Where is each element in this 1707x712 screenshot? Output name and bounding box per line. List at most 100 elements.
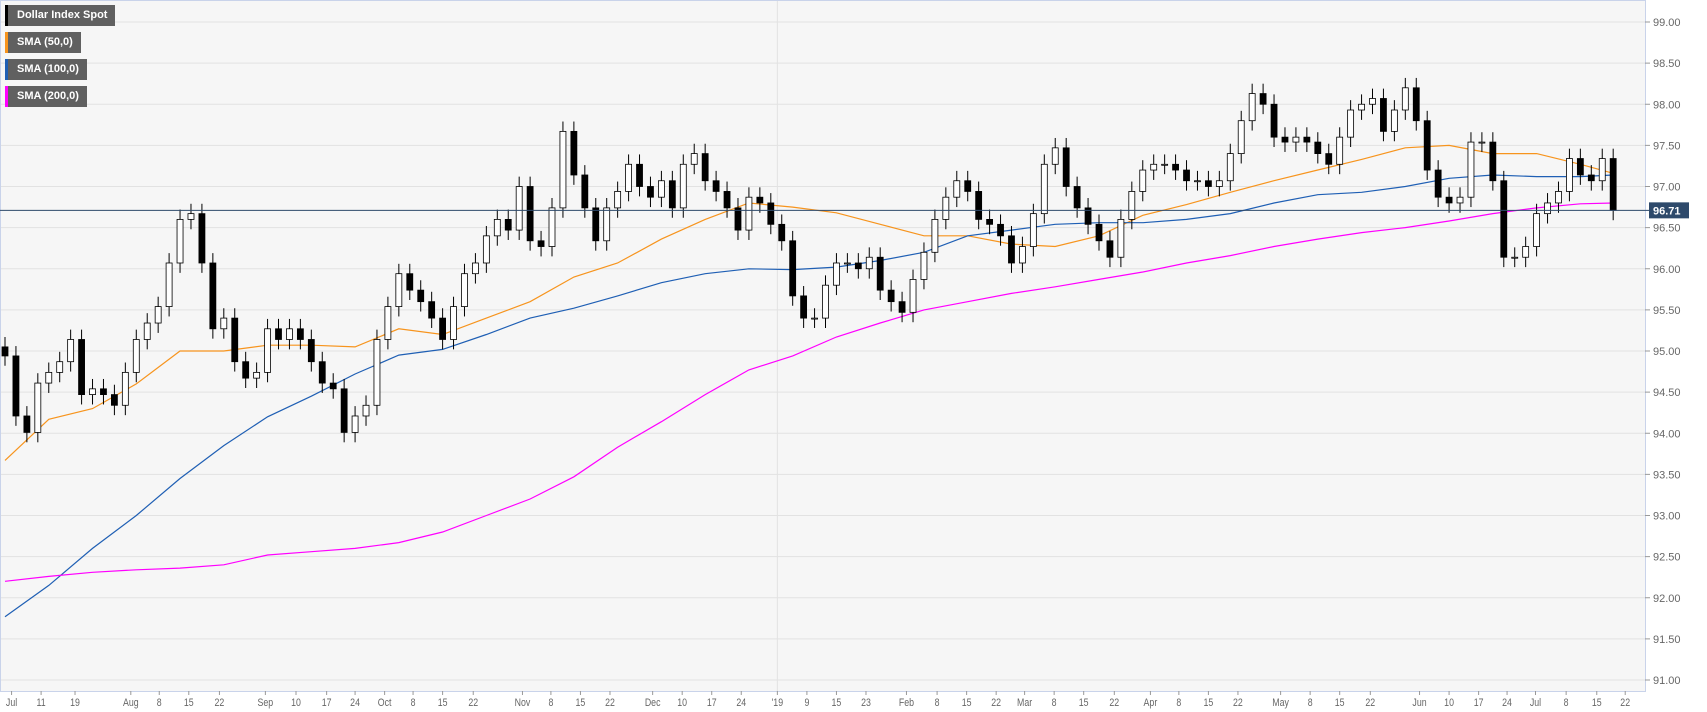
candle-body-down [1445, 196, 1453, 204]
legend-item-sma50[interactable]: SMA (50,0) [5, 32, 81, 53]
candle [89, 378, 96, 405]
candle [1062, 137, 1070, 197]
candle [176, 209, 184, 273]
candle [121, 362, 129, 416]
legend-label: Dollar Index Spot [17, 9, 108, 21]
candle [1358, 94, 1365, 120]
candle [187, 203, 195, 230]
candle [811, 308, 818, 328]
candle-body-down [1314, 141, 1322, 155]
candle-body-down [1205, 180, 1212, 187]
x-tick-label: 11 [37, 697, 47, 709]
candle-body-down [756, 196, 764, 204]
x-tick-label: 22 [991, 697, 1001, 709]
candle [690, 143, 698, 175]
candle-body-up [843, 262, 851, 265]
candle [854, 253, 862, 279]
candle [1106, 230, 1114, 268]
candle-body-up [1511, 256, 1519, 259]
x-tick-label: 10 [291, 697, 301, 709]
candle-body-up [1040, 163, 1048, 215]
x-tick-label: Oct [378, 697, 392, 709]
candle [1095, 214, 1103, 251]
candle-body-down [428, 301, 436, 319]
candle [625, 154, 632, 202]
candle-body-down [504, 218, 512, 231]
x-tick-label: 24 [1502, 697, 1512, 709]
candle-body-up [286, 328, 293, 340]
candle-body-up [931, 218, 939, 253]
candle-body-down [1412, 87, 1420, 122]
candle-body-down [1095, 223, 1103, 242]
x-tick-label: 8 [548, 697, 553, 709]
x-tick-label: Dec [645, 697, 661, 709]
candle [264, 318, 271, 383]
candle-body-down [78, 339, 85, 395]
x-tick-label: 8 [1564, 697, 1569, 709]
candle [1194, 170, 1201, 191]
candle-body-up [220, 317, 228, 330]
candle [1522, 236, 1530, 268]
candle [1412, 77, 1420, 131]
candle-body-up [67, 339, 75, 363]
x-tick-label: May [1272, 697, 1289, 709]
candle-body-up [690, 153, 698, 165]
candle [329, 373, 337, 399]
candle [592, 198, 600, 251]
candle-body-down [1500, 180, 1508, 258]
x-tick-label: 22 [215, 697, 225, 709]
candle-body-down [636, 163, 643, 187]
candle-body-up [1358, 103, 1365, 111]
x-tick-label: Aug [123, 697, 139, 709]
x-tick-label: 22 [468, 697, 478, 709]
candle-body-down [406, 273, 414, 291]
candle-body-up [373, 339, 381, 406]
candle-body-up [811, 317, 818, 320]
x-tick-label: 22 [1365, 697, 1375, 709]
y-tick-label: 94.50 [1653, 387, 1681, 399]
candle-body-up [482, 235, 490, 264]
candle-body-down [296, 328, 304, 340]
candle [1139, 160, 1147, 202]
candle [362, 395, 370, 426]
legend-item-sma100[interactable]: SMA (100,0) [5, 59, 87, 80]
candle [1401, 77, 1409, 120]
candle [1555, 181, 1562, 213]
sma-line-200 [4, 202, 1614, 582]
x-tick-label: 24 [350, 697, 360, 709]
candle-body-up [1566, 158, 1573, 192]
candle [920, 242, 928, 290]
candle [1226, 143, 1234, 191]
y-tick-label: 94.00 [1653, 428, 1681, 440]
candle-body-down [307, 339, 315, 363]
legend-item-sma200[interactable]: SMA (200,0) [5, 86, 87, 107]
legend-swatch [5, 59, 8, 80]
candle [1314, 132, 1322, 164]
candle-body-up [1456, 196, 1464, 204]
candle [548, 198, 556, 257]
candle [472, 253, 479, 284]
y-tick-label: 91.00 [1653, 675, 1681, 687]
candle-body-down [1303, 136, 1311, 143]
candle [1445, 187, 1453, 213]
legend-item-dollar-index[interactable]: Dollar Index Spot [5, 5, 116, 26]
candle [406, 263, 414, 301]
candle-body-down [997, 223, 1004, 237]
x-tick-label: 10 [677, 697, 687, 709]
candle [1511, 247, 1519, 268]
candle-body-up [165, 262, 173, 307]
candle-body-up [942, 196, 950, 220]
x-tick-label: 15 [1079, 697, 1089, 709]
candle-body-down [1, 346, 9, 357]
candle [1128, 181, 1136, 230]
candle [734, 198, 742, 240]
candle [997, 214, 1004, 246]
sma-line-100 [4, 174, 1614, 618]
candle-body-up [493, 218, 501, 237]
candle-body-down [975, 191, 983, 220]
plot-area [0, 0, 1646, 692]
candle-body-up [1544, 202, 1551, 215]
candle [1259, 83, 1267, 115]
candle-body-up [45, 371, 53, 384]
